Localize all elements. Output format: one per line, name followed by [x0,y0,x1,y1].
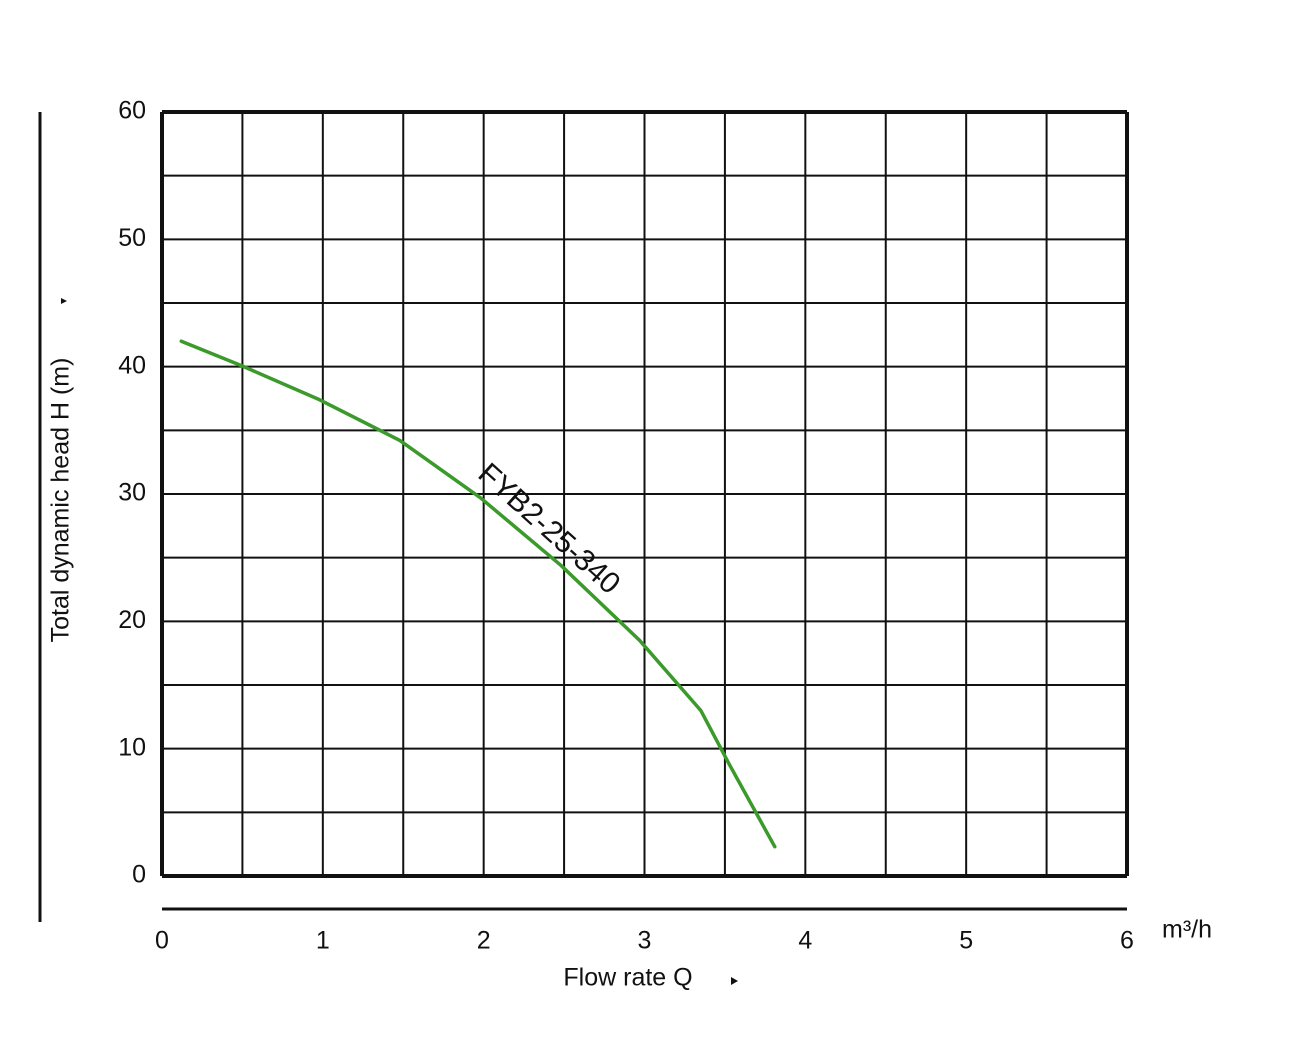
curve [179,339,777,849]
x-tick-label: 5 [959,927,973,955]
x-unit: m³/h [1162,916,1212,944]
x-tick-label: 2 [477,927,491,955]
x-tick-label: 4 [798,927,812,955]
y-tick-label: 10 [118,733,146,761]
y-tick-label: 0 [132,861,146,889]
arrow [731,977,738,985]
y-axis-label: Total dynamic head H (m) [47,358,75,643]
curve-label: FYB2-25-340 [472,457,627,601]
y-tick-label: 40 [118,351,146,379]
y-tick-label: 50 [118,224,146,252]
y-tick-label: 60 [118,97,146,125]
y-tick-label: 30 [118,479,146,507]
y-tick-label: 20 [118,606,146,634]
x-tick-label: 0 [155,927,169,955]
x-tick-label: 1 [316,927,330,955]
x-tick-label: 3 [638,927,652,955]
arrow [61,298,67,304]
x-axis-label: Flow rate Q [563,964,692,992]
x-tick-label: 6 [1120,927,1134,955]
